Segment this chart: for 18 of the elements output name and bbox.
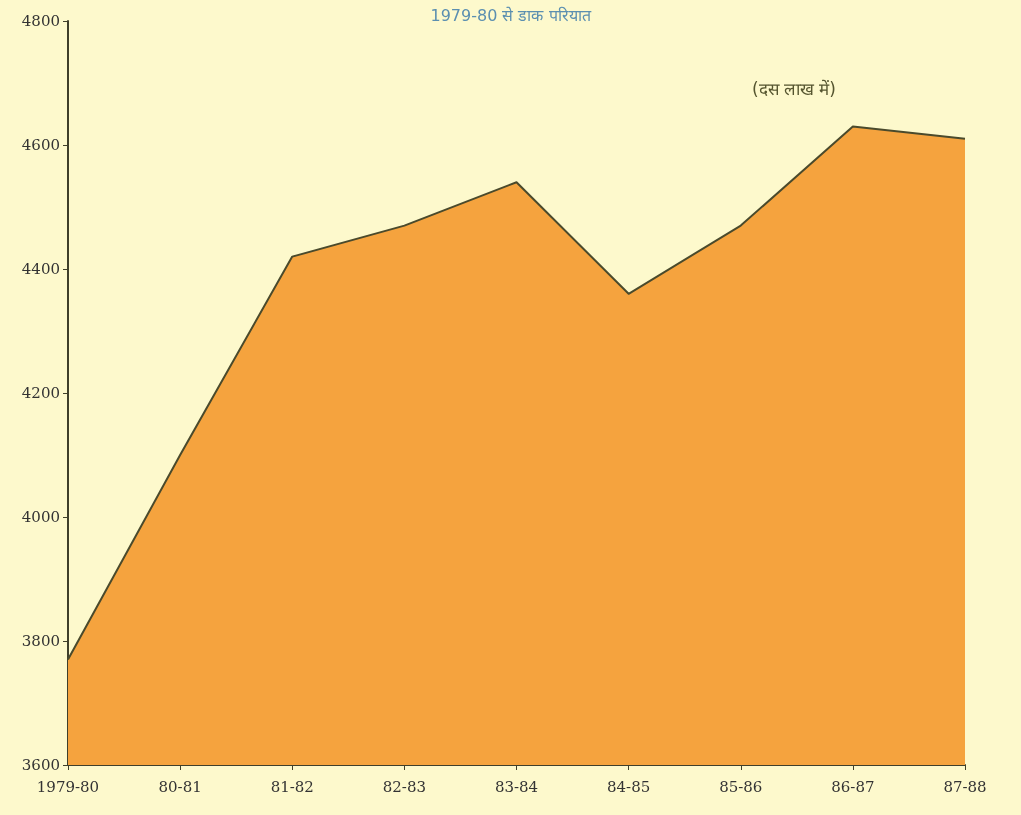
x-tick-label: 85-86 xyxy=(719,777,763,796)
annotation: (दस लाख में) xyxy=(751,78,837,99)
x-tick-label: 86-87 xyxy=(831,777,875,796)
x-tick-label: 80-81 xyxy=(158,777,202,796)
x-tick-label: 81-82 xyxy=(270,777,314,796)
x-tick-label: 84-85 xyxy=(607,777,651,796)
chart-title: 1979-80 से डाक परियात xyxy=(430,5,592,25)
y-tick-label: 4400 xyxy=(21,260,60,278)
y-tick-label: 3600 xyxy=(21,756,60,774)
y-tick-label: 4600 xyxy=(21,136,60,154)
x-tick-label: 1979-80 xyxy=(36,777,100,796)
x-tick-label: 82-83 xyxy=(382,777,426,796)
y-tick-label: 4000 xyxy=(21,508,60,526)
y-tick-label: 4800 xyxy=(21,12,60,30)
y-tick-label: 4200 xyxy=(21,384,60,402)
x-tick-label: 87-88 xyxy=(943,777,987,796)
x-tick-label: 83-84 xyxy=(494,777,539,796)
y-tick-label: 3800 xyxy=(21,632,60,650)
